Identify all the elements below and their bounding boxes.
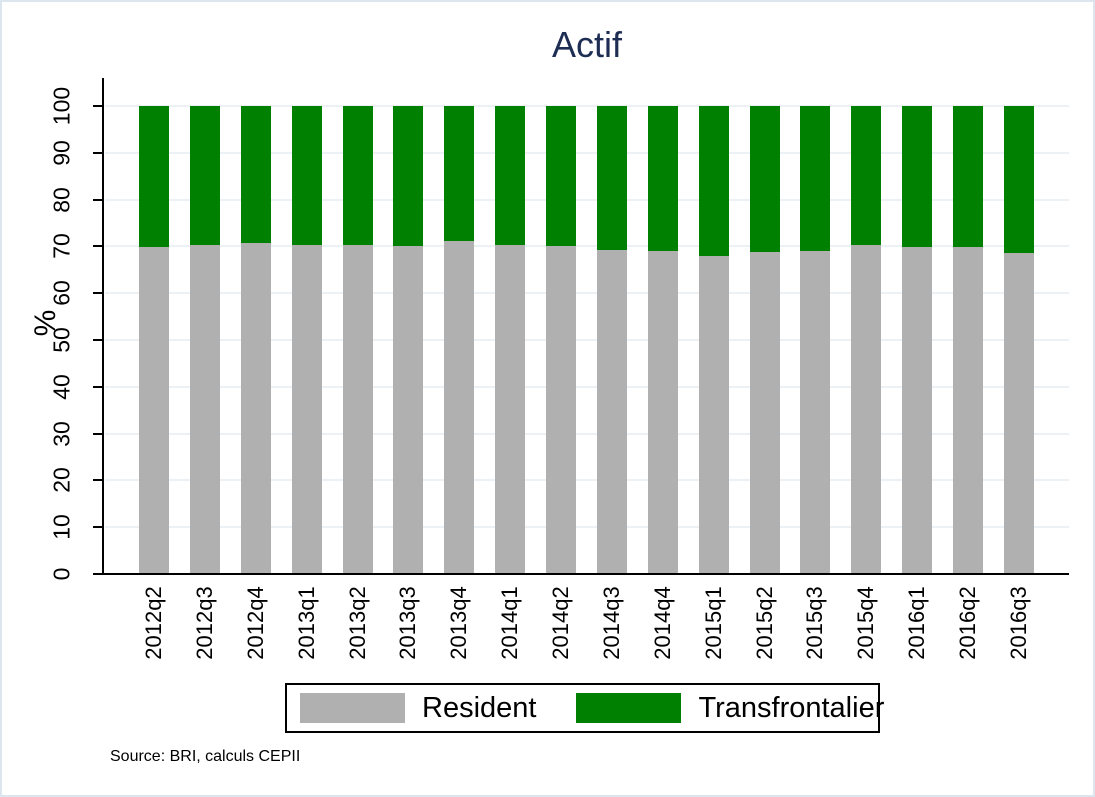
bar-segment-resident-2013q1 — [291, 244, 322, 574]
x-tick-label-2013q3: 2013q3 — [395, 586, 421, 660]
bar-segment-transfrontalier-2014q3 — [596, 106, 627, 250]
y-tick-label-90: 90 — [48, 140, 75, 166]
y-tick-label-10: 10 — [48, 514, 75, 540]
y-tick-40 — [93, 385, 103, 388]
gridline-50 — [105, 339, 1069, 341]
y-tick-label-0: 0 — [48, 567, 75, 581]
bar-segment-transfrontalier-2012q2 — [139, 106, 169, 247]
bar-segment-resident-2014q2 — [546, 246, 577, 574]
bar-segment-resident-2012q4 — [240, 243, 271, 574]
bar-segment-transfrontalier-2014q1 — [495, 106, 526, 245]
gridline-100 — [105, 105, 1069, 107]
bar-segment-resident-2015q4 — [851, 244, 882, 574]
y-tick-label-30: 30 — [48, 420, 75, 447]
bar-segment-transfrontalier-2016q2 — [953, 106, 984, 248]
gridline-80 — [105, 198, 1069, 201]
legend-label-resident: Resident — [422, 691, 537, 724]
y-tick-80 — [93, 198, 103, 201]
x-tick-label-2016q3: 2016q3 — [1005, 586, 1031, 660]
legend-swatch-resident — [300, 693, 405, 723]
x-tick-label-2016q1: 2016q1 — [904, 586, 930, 660]
x-tick-label-2013q1: 2013q1 — [293, 586, 319, 660]
gridline-70 — [105, 245, 1069, 248]
chart-title: Actif — [551, 24, 622, 65]
bar-segment-transfrontalier-2013q1 — [291, 106, 322, 245]
bar-segment-resident-2013q3 — [393, 245, 424, 574]
bar-segment-transfrontalier-2012q4 — [240, 106, 271, 244]
bar-segment-transfrontalier-2015q2 — [749, 106, 780, 252]
bar-segment-resident-2014q3 — [596, 249, 627, 574]
y-tick-60 — [93, 292, 103, 295]
y-tick-label-40: 40 — [48, 374, 75, 400]
bar-segment-resident-2016q3 — [1003, 253, 1034, 574]
y-axis-line — [102, 78, 104, 575]
bar-segment-transfrontalier-2015q4 — [851, 106, 882, 245]
bar-segment-resident-2016q2 — [953, 247, 984, 574]
y-tick-label-70: 70 — [48, 233, 75, 260]
x-tick-label-2015q2: 2015q2 — [751, 586, 777, 660]
x-tick-label-2012q4: 2012q4 — [242, 586, 268, 660]
x-tick-label-2012q2: 2012q2 — [141, 586, 166, 660]
gridline-30 — [105, 432, 1069, 435]
bar-segment-resident-2014q1 — [495, 244, 526, 574]
x-tick-label-2012q3: 2012q3 — [191, 586, 217, 660]
bar-segment-transfrontalier-2012q3 — [189, 106, 220, 246]
bar-segment-resident-2013q2 — [342, 244, 373, 574]
bar-segment-transfrontalier-2013q3 — [393, 106, 424, 246]
bar-segment-transfrontalier-2015q1 — [698, 106, 729, 256]
gridline-90 — [105, 151, 1069, 154]
x-tick-label-2015q4: 2015q4 — [853, 586, 879, 660]
x-tick-label-2013q4: 2013q4 — [446, 586, 472, 660]
source-note: Source: BRI, calculs CEPII — [110, 748, 301, 765]
x-tick-label-2014q1: 2014q1 — [497, 586, 523, 660]
x-tick-label-2016q2: 2016q2 — [955, 586, 981, 660]
bar-segment-resident-2015q2 — [749, 251, 780, 574]
bar-segment-transfrontalier-2015q3 — [800, 106, 831, 251]
bar-segment-resident-2012q2 — [139, 246, 169, 574]
y-tick-100 — [93, 105, 103, 107]
bar-segment-transfrontalier-2014q4 — [647, 106, 678, 251]
legend-swatch-transfrontalier — [576, 693, 682, 723]
bar-segment-transfrontalier-2014q2 — [546, 106, 577, 247]
legend: Resident Transfrontalier — [285, 683, 884, 733]
gridline-40 — [105, 385, 1069, 388]
gridline-20 — [105, 479, 1069, 482]
y-tick-10 — [93, 526, 103, 529]
x-axis-line — [93, 573, 1069, 575]
y-tick-50 — [93, 339, 103, 341]
bar-segment-transfrontalier-2013q4 — [444, 106, 475, 242]
bar-segment-transfrontalier-2016q3 — [1003, 106, 1034, 254]
bar-segment-transfrontalier-2016q1 — [902, 106, 933, 248]
x-tick-label-2014q4: 2014q4 — [649, 586, 675, 660]
bar-segment-resident-2015q1 — [698, 255, 729, 574]
bar-segment-resident-2015q3 — [800, 250, 831, 574]
x-tick-label-2014q2: 2014q2 — [548, 586, 574, 660]
y-tick-20 — [93, 479, 103, 482]
legend-label-transfrontalier: Transfrontalier — [698, 691, 885, 724]
bar-segment-resident-2016q1 — [902, 247, 933, 574]
y-tick-90 — [93, 151, 103, 154]
y-tick-label-60: 60 — [48, 280, 75, 306]
x-tick-label-2015q3: 2015q3 — [802, 586, 828, 660]
y-tick-70 — [93, 245, 103, 248]
x-tick-label-2014q3: 2014q3 — [598, 586, 624, 660]
y-tick-label-80: 80 — [48, 186, 75, 213]
y-tick-label-100: 100 — [48, 86, 75, 126]
y-tick-label-20: 20 — [48, 467, 75, 494]
gridline-60 — [105, 292, 1069, 295]
gridline-10 — [105, 526, 1069, 529]
x-tick-label-2013q2: 2013q2 — [344, 586, 370, 660]
bar-segment-resident-2014q4 — [647, 250, 678, 574]
y-tick-label-50: 50 — [48, 327, 75, 353]
bar-segment-resident-2013q4 — [444, 241, 475, 574]
bar-segment-transfrontalier-2013q2 — [342, 106, 373, 245]
bar-segment-resident-2012q3 — [189, 245, 220, 574]
y-tick-30 — [93, 432, 103, 435]
x-tick-label-2015q1: 2015q1 — [700, 586, 726, 660]
